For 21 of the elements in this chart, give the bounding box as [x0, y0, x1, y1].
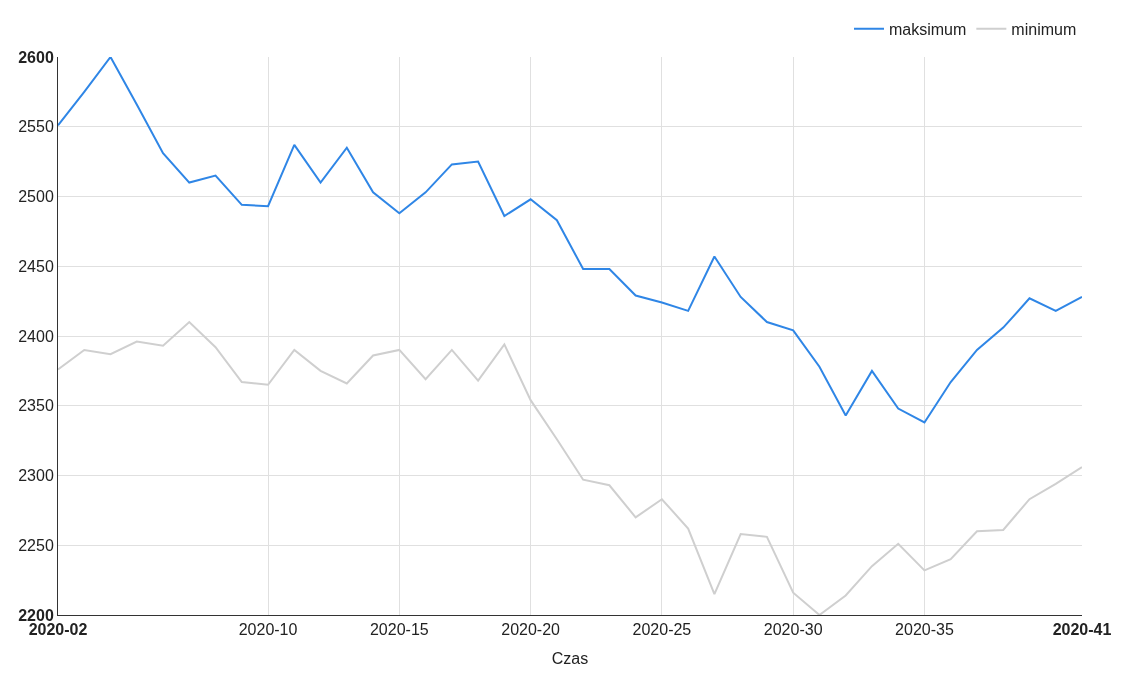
- y-tick-label: 2400: [18, 327, 54, 345]
- x-tick-label: 2020-20: [501, 621, 561, 639]
- x-tick-label: 2020-41: [1052, 621, 1112, 639]
- x-tick-label: 2020-30: [763, 621, 823, 639]
- y-tick-label: 2200: [18, 606, 54, 624]
- x-tick-label: 2020-15: [369, 621, 429, 639]
- y-tick-label: 2350: [18, 397, 54, 415]
- x-tick-label: 2020-02: [28, 621, 88, 639]
- y-tick-label: 2500: [18, 188, 54, 206]
- x-tick-label: 2020-10: [238, 621, 298, 639]
- x-tick-label: 2020-35: [895, 621, 954, 639]
- line-series: [58, 57, 1082, 424]
- x-axis-title: Czas: [551, 649, 589, 667]
- x-tick-label: 2020-25: [632, 621, 692, 639]
- legend-label: maksimum: [889, 20, 967, 38]
- y-tick-label: 2300: [18, 467, 54, 485]
- y-tick-label: 2550: [18, 118, 54, 136]
- legend-label: minimum: [1011, 20, 1077, 38]
- y-tick-label: 2250: [18, 536, 54, 554]
- y-tick-label: 2450: [18, 257, 54, 275]
- y-tick-label: 2600: [18, 48, 54, 66]
